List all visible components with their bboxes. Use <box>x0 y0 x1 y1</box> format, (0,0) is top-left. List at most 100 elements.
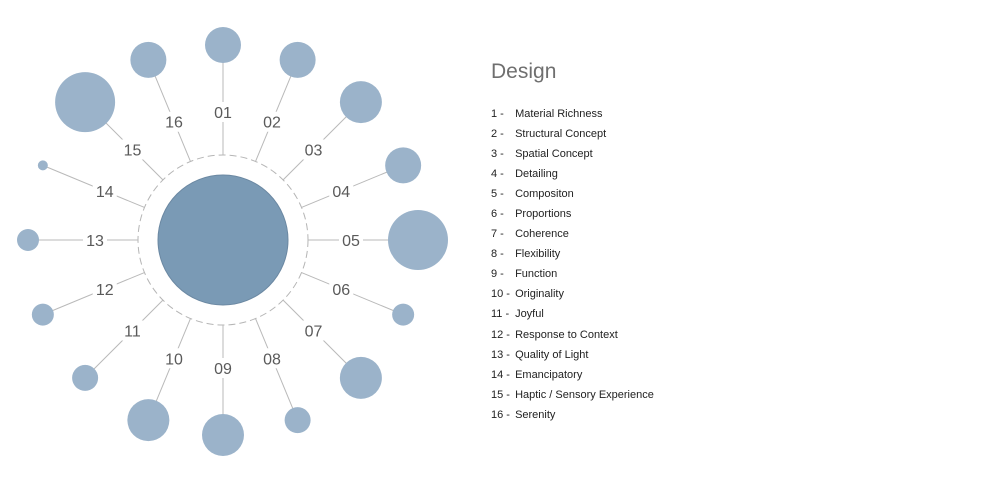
spoke-label: 14 <box>96 184 114 201</box>
legend-item-number: 14 - <box>491 368 510 381</box>
spoke-node <box>339 356 382 399</box>
spokes-group: 01 02 03 04 05 06 07 08 09 10 11 12 13 14 15 16 <box>17 27 448 456</box>
legend-item: 11 - Joyful <box>491 307 654 327</box>
spoke-label-background <box>120 139 145 160</box>
legend-item-number: 10 - <box>491 288 510 301</box>
legend-item-label: Flexibility <box>515 248 561 261</box>
spoke-node <box>392 303 415 326</box>
spoke-node <box>202 414 244 456</box>
legend-item-number: 11 - <box>491 308 510 321</box>
legend-item: 15 - Haptic / Sensory Experience <box>491 388 654 408</box>
legend-item: 13 - Quality of Light <box>491 348 654 368</box>
spoke-label-background <box>329 181 354 202</box>
spoke-label-background <box>211 358 235 378</box>
spoke-label: 15 <box>124 142 142 159</box>
legend-item-label: Detailing <box>515 168 558 181</box>
spoke-node <box>339 81 382 124</box>
spoke-line <box>255 59 299 162</box>
legend-item-label: Serenity <box>515 408 556 421</box>
legend-item: 12 - Response to Context <box>491 328 654 348</box>
legend-item: 1 - Material Richness <box>491 107 654 127</box>
legend-title: Design <box>491 60 557 83</box>
legend-item-label: Function <box>515 268 558 281</box>
legend-item: 7 - Coherence <box>491 227 654 247</box>
legend-item-number: 13 - <box>491 348 510 361</box>
legend-item: 3 - Spatial Concept <box>491 147 654 167</box>
legend-item-label: Emancipatory <box>515 368 583 381</box>
radial-diagram: 01 02 03 04 05 06 07 08 09 10 11 12 13 14 15 16 <box>17 27 448 456</box>
legend-item-number: 2 - <box>491 128 504 141</box>
legend-item-label: Material Richness <box>515 108 603 120</box>
legend-item-label: Proportions <box>515 208 572 221</box>
spoke-label-background <box>162 111 187 132</box>
legend-item-number: 5 - <box>491 188 504 201</box>
spoke-label: 06 <box>332 282 350 299</box>
spoke-node <box>284 407 311 434</box>
legend-item: 6 - Proportions <box>491 207 654 227</box>
spoke-label-background <box>120 320 145 341</box>
legend-item: 4 - Detailing <box>491 167 654 187</box>
spoke-node <box>385 147 422 184</box>
legend-list: 1 - Material Richness 2 - Structural Conc… <box>491 107 654 428</box>
spoke-node <box>279 41 316 78</box>
spoke-label-background <box>259 348 284 369</box>
legend-item-label: Compositon <box>515 188 574 201</box>
spoke-line <box>147 59 191 162</box>
legend-item: 14 - Emancipatory <box>491 368 654 388</box>
spoke-label: 09 <box>214 361 232 378</box>
spoke-label-background <box>301 320 326 341</box>
legend-item-number: 12 - <box>491 328 510 341</box>
spoke-label: 12 <box>96 282 114 299</box>
spoke-label: 01 <box>214 105 232 122</box>
legend-item-number: 9 - <box>491 268 504 281</box>
legend-item-label: Spatial Concept <box>515 148 593 161</box>
legend-item: 2 - Structural Concept <box>491 127 654 147</box>
legend-item-label: Structural Concept <box>515 128 607 141</box>
spoke-label: 11 <box>124 324 141 341</box>
legend-item: 16 - Serenity <box>491 408 654 428</box>
spoke-label-background <box>211 102 235 122</box>
legend-item: 10 - Originality <box>491 287 654 307</box>
spoke-label: 13 <box>86 233 104 250</box>
spoke-label: 07 <box>305 324 323 341</box>
legend-item-number: 6 - <box>491 208 504 221</box>
spoke-label: 05 <box>342 233 360 250</box>
legend-item-number: 1 - <box>491 108 504 120</box>
legend-item: 5 - Compositon <box>491 187 654 207</box>
spoke-node <box>130 41 167 78</box>
spoke-node <box>388 210 448 270</box>
legend-item-number: 7 - <box>491 228 504 241</box>
spoke-label: 04 <box>332 184 350 201</box>
legend-item-label: Response to Context <box>515 328 618 341</box>
legend-item-number: 4 - <box>491 168 504 181</box>
spoke-node <box>55 72 116 133</box>
legend-item-number: 8 - <box>491 248 504 261</box>
legend-item: 8 - Flexibility <box>491 247 654 267</box>
spoke-node <box>127 399 170 442</box>
spoke-label: 02 <box>263 115 281 132</box>
legend-item-label: Joyful <box>515 308 544 321</box>
legend-item-number: 16 - <box>491 408 510 421</box>
spoke-node <box>72 364 99 391</box>
spoke-line <box>255 318 299 421</box>
spoke-node <box>31 303 54 326</box>
spoke-label-background <box>162 348 187 369</box>
legend-item-label: Coherence <box>515 228 569 241</box>
spoke-node <box>17 229 39 251</box>
spoke-label-background <box>339 230 363 250</box>
spoke-label: 10 <box>165 351 183 368</box>
spoke-label-background <box>259 111 284 132</box>
spoke-label: 03 <box>305 142 323 159</box>
spoke-node <box>205 27 241 63</box>
legend-item-number: 15 - <box>491 388 510 401</box>
legend-item-label: Haptic / Sensory Experience <box>515 388 654 401</box>
spoke-label-background <box>83 230 107 250</box>
spoke-label-background <box>92 181 117 202</box>
spoke-label: 16 <box>165 115 183 132</box>
spoke-label-background <box>301 139 326 160</box>
spoke-label: 08 <box>263 351 281 368</box>
spoke-node <box>37 160 48 171</box>
spoke-label-background <box>92 278 117 299</box>
hub-circle <box>157 174 289 306</box>
spoke-label-background <box>329 278 354 299</box>
